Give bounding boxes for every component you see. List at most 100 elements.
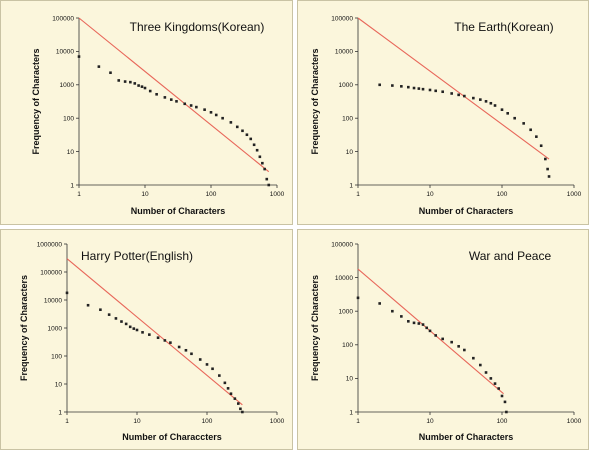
y-tick-label: 1000 (339, 82, 354, 89)
data-point (203, 108, 206, 111)
y-tick-label: 10000 (335, 49, 353, 56)
data-point (479, 98, 482, 101)
data-point (441, 337, 444, 341)
data-point (539, 144, 543, 148)
data-point (506, 112, 510, 115)
data-point (493, 104, 497, 107)
chart-panel-the-earth: 1 10 100 1000 10000 100000 1 10 100 1000 The Earth… (297, 0, 589, 225)
y-tick-label: 10000 (56, 49, 74, 56)
chart-title: Harry Potter(English) (81, 249, 193, 263)
data-point (148, 89, 152, 93)
data-point (503, 400, 507, 404)
data-point (441, 90, 444, 94)
y-tick-label: 1 (349, 409, 353, 416)
data-point (479, 363, 482, 367)
data-point (417, 322, 421, 325)
y-tick-label: 10 (346, 149, 354, 156)
data-point (190, 352, 193, 356)
data-point (132, 327, 136, 330)
data-point (77, 55, 81, 58)
x-tick-label: 10 (426, 418, 434, 425)
data-point (135, 328, 139, 332)
chart-title: War and Peace (469, 249, 552, 263)
data-point (412, 86, 416, 90)
data-point (400, 315, 403, 318)
data-point (263, 167, 266, 171)
y-tick-label: 1000 (339, 309, 354, 316)
data-point (235, 125, 239, 129)
data-point (434, 89, 438, 93)
chart-panel-war-and-peace: 1 10 100 1000 10000 100000 1 10 100 1000 War and P… (297, 229, 589, 450)
data-point (255, 148, 259, 152)
x-tick-label: 1000 (270, 418, 285, 425)
data-point (99, 308, 102, 312)
y-tick-label: 100000 (331, 15, 353, 22)
data-point (86, 303, 90, 307)
fit-line (357, 17, 550, 160)
data-point (450, 92, 453, 95)
data-point (428, 88, 432, 92)
data-point (177, 345, 181, 349)
data-point (434, 334, 438, 337)
data-point (205, 363, 209, 366)
data-point (143, 86, 147, 90)
data-point (107, 313, 111, 316)
data-point (163, 339, 167, 342)
data-point (378, 83, 381, 87)
data-point (97, 65, 101, 68)
y-tick-label: 100000 (331, 241, 353, 248)
data-point (156, 336, 160, 340)
data-point (529, 128, 532, 132)
x-axis-label: Number of Characters (419, 432, 514, 442)
y-tick-label: 100000 (52, 15, 74, 22)
fit-line (78, 17, 270, 173)
y-tick-label: 100 (63, 116, 74, 123)
data-point (169, 98, 173, 101)
data-point (128, 325, 132, 329)
data-point (261, 161, 264, 165)
data-point (233, 397, 237, 400)
data-point (391, 84, 394, 87)
chart-title: The Earth(Korean) (454, 20, 553, 34)
x-tick-label: 100 (497, 191, 508, 198)
x-tick-label: 1 (77, 191, 81, 198)
data-point (391, 309, 394, 313)
data-point (245, 133, 249, 137)
y-tick-label: 1000 (48, 325, 63, 332)
data-point (472, 96, 475, 100)
x-tick-label: 1000 (567, 418, 582, 425)
data-point (229, 392, 233, 396)
y-axis-label: Frequency of Characters (19, 275, 29, 381)
y-tick-label: 100 (342, 116, 353, 123)
data-point (513, 116, 516, 120)
data-point (500, 108, 504, 111)
x-tick-label: 10 (133, 418, 141, 425)
data-point (489, 101, 493, 105)
data-point (489, 377, 493, 380)
x-tick-label: 10 (141, 191, 149, 198)
y-tick-label: 10000 (44, 297, 62, 304)
y-tick-label: 10 (55, 381, 63, 388)
data-point (356, 296, 360, 300)
data-point (114, 317, 118, 320)
data-point (133, 82, 137, 85)
data-point (241, 410, 244, 414)
chart-svg: 1 10 100 1000 10000 100000 1000000 1 10 100 1000 Ha… (19, 241, 285, 442)
x-tick-label: 1000 (567, 191, 582, 198)
data-point (223, 381, 227, 385)
data-point (421, 87, 425, 91)
data-point (189, 104, 193, 107)
data-point (421, 323, 425, 326)
data-point (547, 175, 551, 178)
data-point (544, 157, 547, 161)
data-point (407, 320, 410, 323)
data-point (129, 80, 132, 84)
data-point (450, 340, 453, 344)
data-point (148, 333, 151, 336)
x-tick-label: 100 (497, 418, 508, 425)
y-tick-label: 1000 (60, 82, 75, 89)
data-point (265, 177, 269, 181)
data-point (241, 129, 244, 133)
y-tick-label: 1 (349, 182, 353, 189)
data-point (155, 92, 158, 96)
